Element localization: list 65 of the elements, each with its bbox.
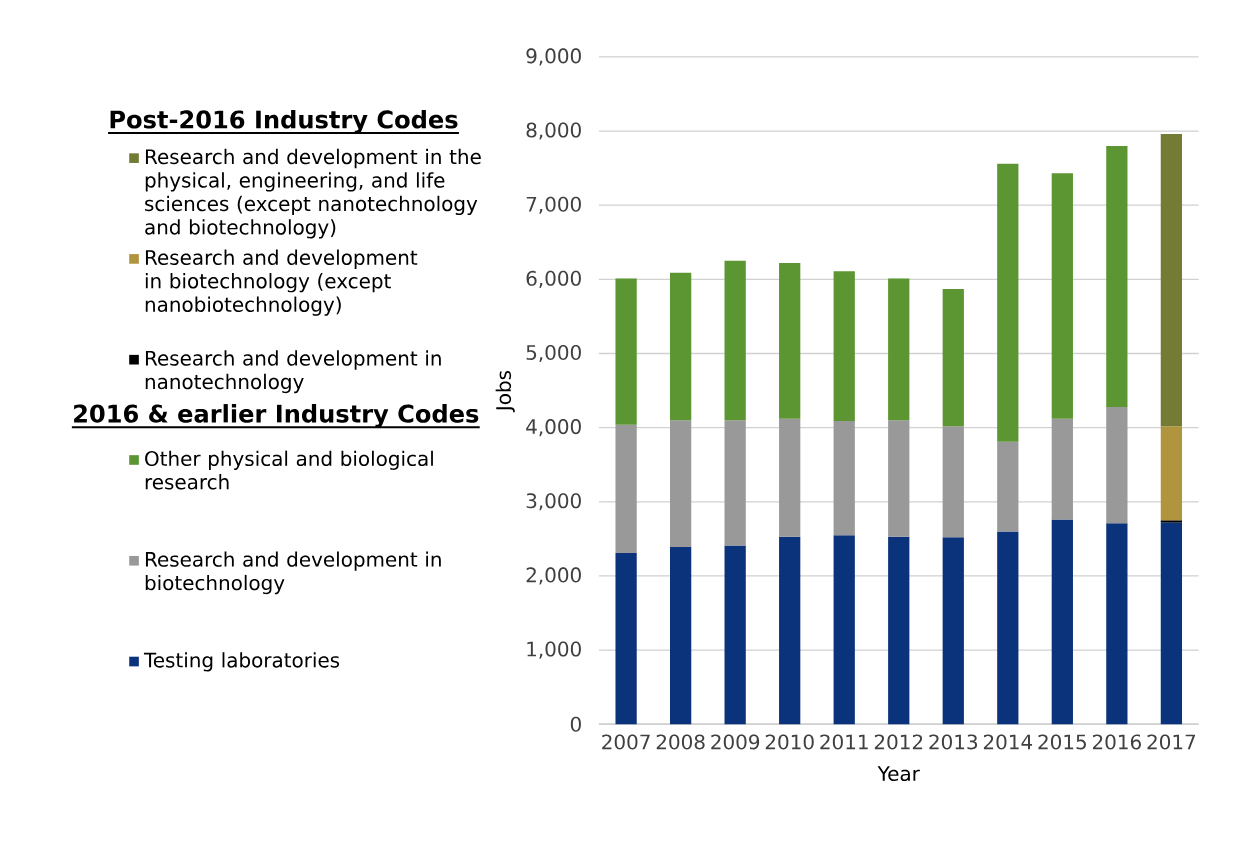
- bar: [615, 278, 637, 425]
- bar: [833, 535, 855, 725]
- bar: [942, 289, 964, 427]
- x-tick-label: 2014: [983, 734, 1033, 750]
- bar: [833, 421, 855, 536]
- bar: [724, 545, 746, 725]
- bar: [942, 537, 964, 725]
- bar: [724, 261, 746, 421]
- y-tick-label: 6,000: [526, 271, 581, 289]
- bar: [1051, 418, 1073, 520]
- bar: [1160, 426, 1183, 521]
- y-tick-label: 3,000: [526, 493, 581, 511]
- legend-label: Other physical and biological research: [145, 450, 433, 490]
- y-tick-label: 4,000: [526, 419, 581, 437]
- x-tick-label: 2017: [1147, 734, 1196, 750]
- y-tick-label: 1,000: [527, 641, 581, 659]
- y-axis-title: Jobs: [495, 371, 515, 413]
- x-tick-label: 2012: [874, 734, 923, 750]
- x-tick-label: 2010: [765, 734, 814, 750]
- y-tick-label: 0: [570, 716, 581, 732]
- bar: [670, 272, 692, 421]
- bar: [997, 531, 1019, 725]
- bar: [942, 426, 964, 538]
- x-tick-label: 2015: [1038, 734, 1086, 750]
- x-tick-label: 2016: [1092, 734, 1141, 750]
- bar: [670, 547, 692, 725]
- bar: [779, 536, 801, 725]
- bar: [997, 163, 1019, 442]
- y-tick-label: 2,000: [526, 567, 581, 585]
- legend-label: Research and development in biotechnology (except nanobiotechnology): [145, 249, 418, 317]
- bar: [779, 418, 801, 537]
- bar: [833, 271, 855, 422]
- bar: [1160, 134, 1183, 427]
- y-tick-label: 8,000: [526, 122, 581, 140]
- legend-label: Research and development in the physical, engineering, and life sciences (except nanotechnology and biotechnology): [145, 149, 481, 239]
- bar: [779, 263, 801, 419]
- x-tick-label: 2007: [602, 734, 650, 750]
- y-tick-label: 5,000: [526, 345, 581, 363]
- bar: [1160, 522, 1183, 725]
- bar: [888, 278, 910, 421]
- y-tick-label: 7,000: [526, 196, 581, 214]
- bar: [888, 420, 910, 537]
- x-tick-label: 2009: [711, 734, 760, 750]
- text: 2016 & earlier Industry Codes: [74, 404, 479, 428]
- bar: [1106, 146, 1128, 408]
- bar: [997, 441, 1019, 532]
- legend-label: Research and development in nanotechnology: [145, 350, 441, 394]
- x-axis-title: Year: [877, 766, 920, 782]
- bar: [888, 536, 910, 725]
- y-tick-label: 9,000: [526, 48, 581, 66]
- bar: [724, 420, 746, 546]
- bar: [615, 553, 637, 725]
- bar: [1106, 407, 1128, 524]
- bar: [615, 424, 637, 554]
- bar: [1051, 519, 1073, 725]
- bar: [670, 420, 692, 548]
- bar: [1106, 523, 1128, 725]
- x-tick-label: 2011: [820, 734, 868, 750]
- legend-label: Testing laboratories: [143, 652, 340, 672]
- legend-title: Post-2016 Industry Codes: [110, 110, 458, 134]
- bar: [1160, 520, 1183, 523]
- x-tick-label: 2013: [929, 734, 978, 750]
- x-tick-label: 2008: [656, 734, 705, 750]
- bar: [1051, 173, 1073, 419]
- legend-label: Research and development in biotechnology: [145, 551, 441, 595]
